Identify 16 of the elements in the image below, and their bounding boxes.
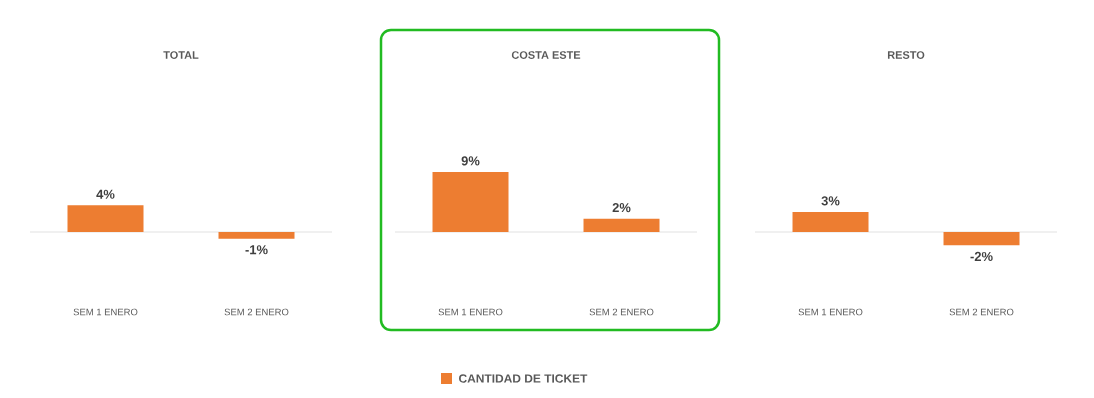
- chart-title: TOTAL: [163, 51, 199, 59]
- x-tick-label: SEM 2 ENERO: [589, 308, 654, 316]
- x-tick-label: SEM 1 ENERO: [798, 308, 863, 316]
- legend-label: CANTIDAD DE TICKET: [459, 374, 588, 383]
- x-tick-label: SEM 2 ENERO: [949, 308, 1014, 316]
- chart-title: RESTO: [887, 51, 925, 59]
- data-label: -1%: [245, 245, 268, 255]
- data-label: -2%: [970, 251, 993, 261]
- data-label: 3%: [821, 196, 840, 206]
- chart-title: COSTA ESTE: [511, 51, 581, 59]
- data-label: 2%: [612, 203, 631, 213]
- x-tick-label: SEM 1 ENERO: [438, 308, 503, 316]
- x-tick-label: SEM 2 ENERO: [224, 308, 289, 316]
- x-tick-label: SEM 1 ENERO: [73, 308, 138, 316]
- data-label: 9%: [461, 156, 480, 166]
- data-label: 4%: [96, 189, 115, 199]
